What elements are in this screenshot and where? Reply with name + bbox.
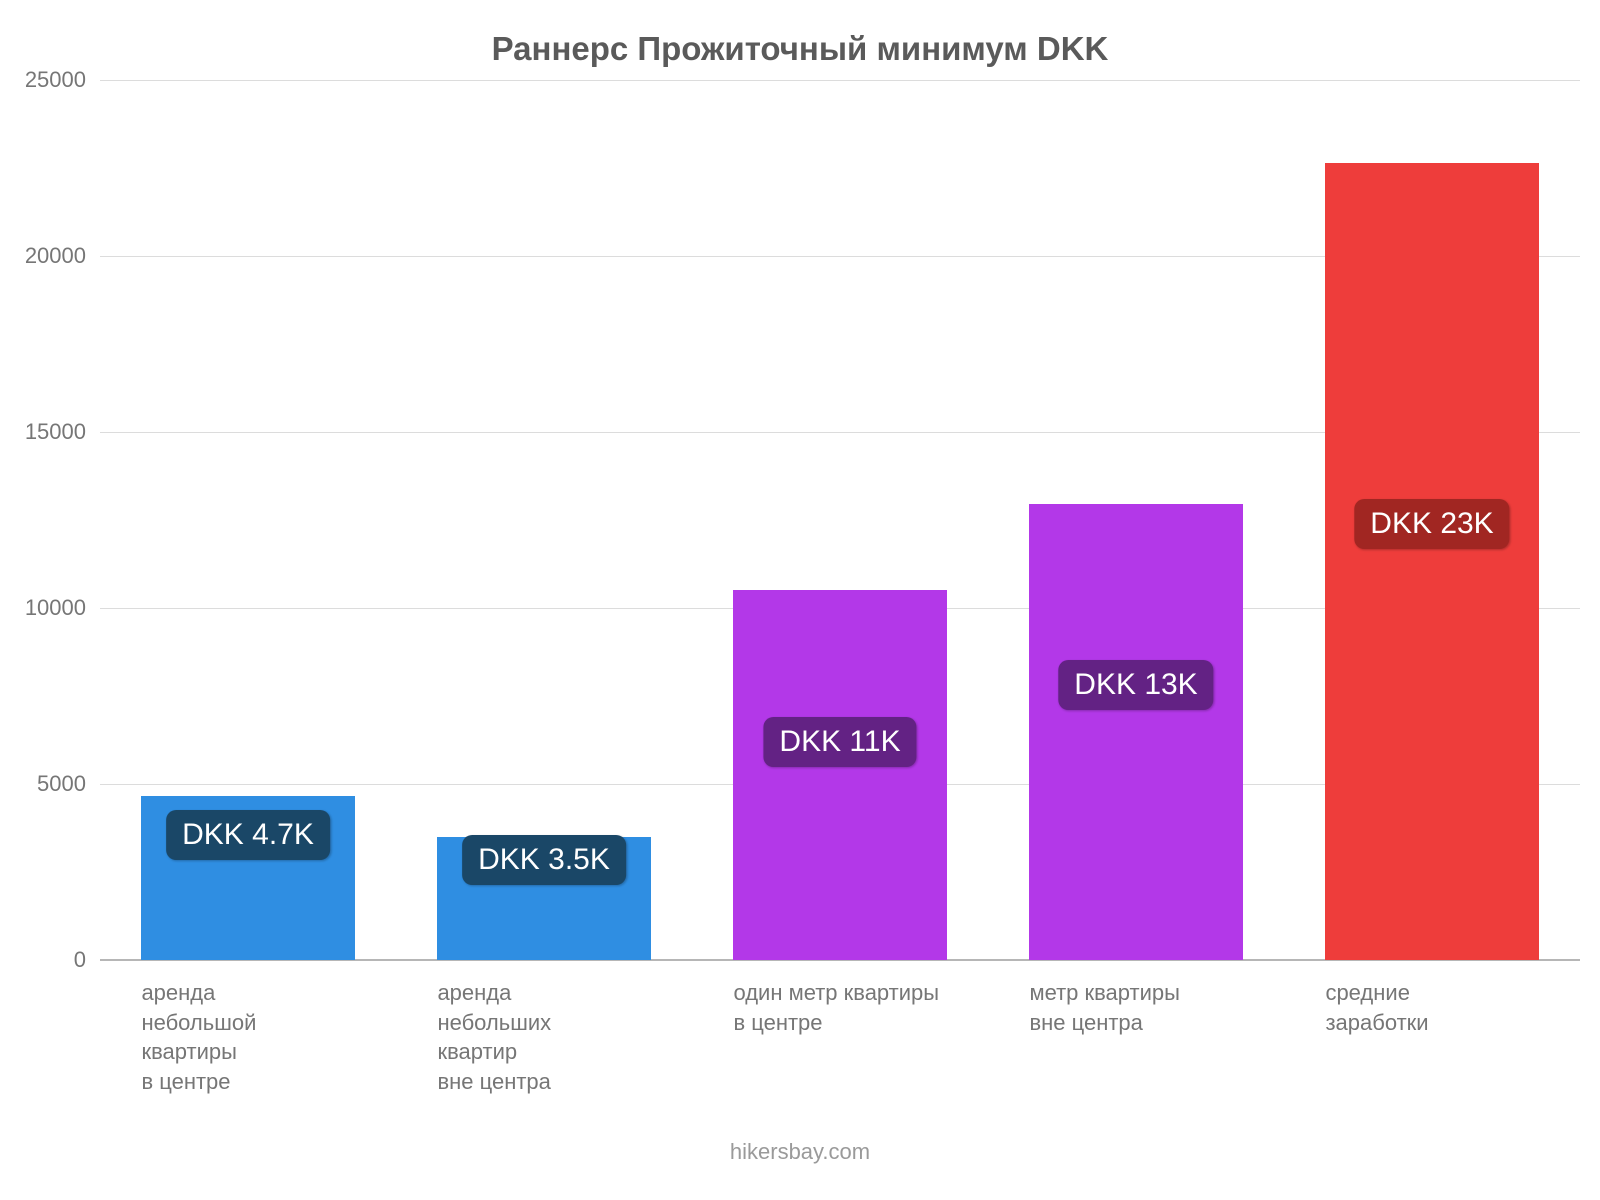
value-badge: DKK 11K <box>763 717 916 767</box>
value-badge: DKK 4.7K <box>166 810 330 860</box>
y-tick-label: 10000 <box>25 595 100 621</box>
grid-line <box>100 80 1580 81</box>
y-tick-label: 15000 <box>25 419 100 445</box>
y-tick-label: 20000 <box>25 243 100 269</box>
chart-title: Раннерс Прожиточный минимум DKK <box>0 30 1600 68</box>
y-tick-label: 0 <box>74 947 100 973</box>
value-badge: DKK 13K <box>1058 660 1213 710</box>
x-category-label: аренда небольших квартир вне центра <box>437 978 551 1097</box>
x-category-label: средние заработки <box>1325 978 1428 1037</box>
attribution: hikersbay.com <box>0 1139 1600 1165</box>
bar <box>1029 504 1242 960</box>
y-tick-label: 5000 <box>37 771 100 797</box>
value-badge: DKK 23K <box>1354 499 1509 549</box>
value-badge: DKK 3.5K <box>462 835 626 885</box>
y-tick-label: 25000 <box>25 67 100 93</box>
x-category-label: один метр квартиры в центре <box>733 978 939 1037</box>
bar <box>1325 163 1538 960</box>
plot-area: 0500010000150002000025000DKK 4.7Kаренда … <box>100 80 1580 960</box>
x-category-label: метр квартиры вне центра <box>1029 978 1180 1037</box>
x-category-label: аренда небольшой квартиры в центре <box>141 978 256 1097</box>
chart-canvas: Раннерс Прожиточный минимум DKK 05000100… <box>0 0 1600 1200</box>
bar <box>733 590 946 960</box>
